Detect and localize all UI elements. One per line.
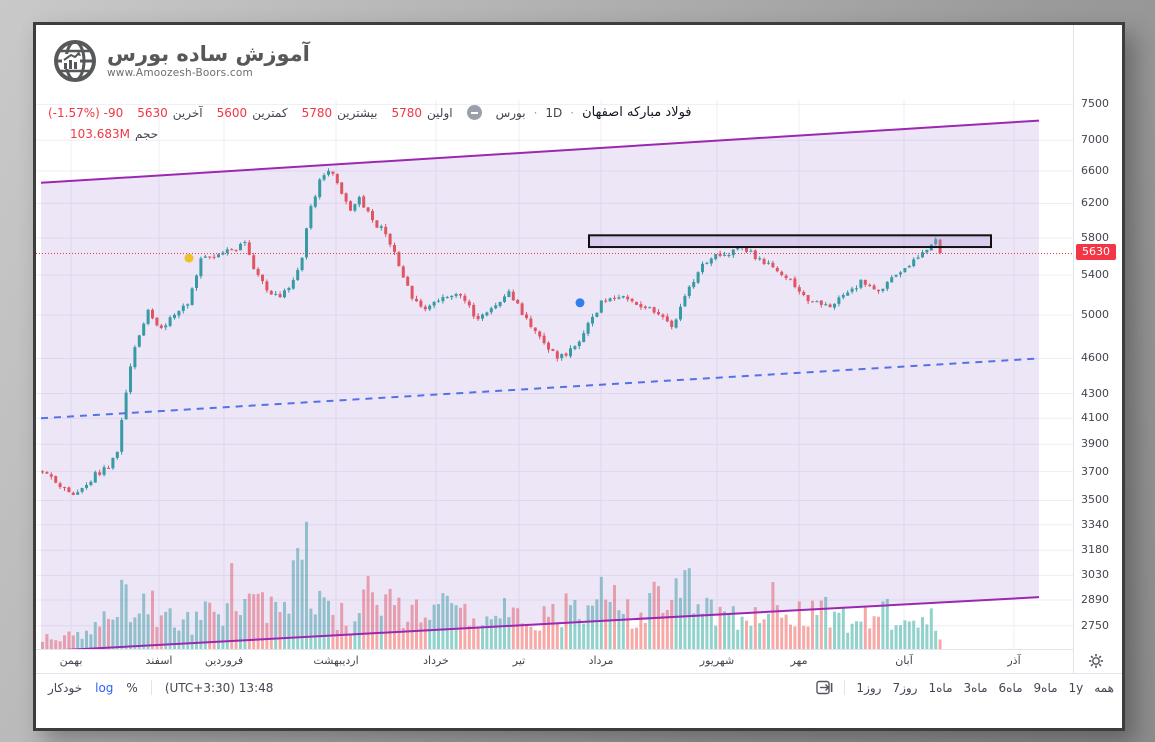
price-tick: 5400 <box>1081 268 1109 282</box>
log-scale-button[interactable]: log <box>95 680 114 695</box>
price-tick: 3340 <box>1081 517 1109 531</box>
low-label: کمترین <box>252 105 288 120</box>
month-label: خرداد <box>423 654 449 667</box>
bottom-toolbar: خودکار log % (UTC+3:30) 13:48 1روز 7روز 1م… <box>36 674 1122 701</box>
toolbar-divider <box>36 673 1122 674</box>
price-tick: 4100 <box>1081 411 1109 425</box>
open-label: اولین <box>427 105 453 120</box>
high-value: 5780 <box>301 105 333 120</box>
resistance-box[interactable] <box>588 234 992 249</box>
high-field: 5780 بیشترین <box>302 106 378 120</box>
price-tick: 5800 <box>1081 231 1109 244</box>
month-label: آبان <box>895 654 913 667</box>
percent-scale-button[interactable]: % <box>126 680 138 695</box>
last-label: آخرین <box>172 105 203 120</box>
low-field: 5600 کمترین <box>217 106 288 120</box>
low-value: 5600 <box>216 105 248 120</box>
range-button-6[interactable]: 9ماه <box>1033 680 1058 695</box>
last-field: 5630 آخرین <box>137 106 202 120</box>
go-to-date-icon[interactable] <box>816 680 833 695</box>
time-axis[interactable]: بهمن اسفند فروردین اردیبهشت خرداد تیر مرداد شهر… <box>36 650 1122 673</box>
range-button-4[interactable]: 3ماه <box>963 680 988 695</box>
clock: (UTC+3:30) 13:48 <box>164 680 274 695</box>
price-axis[interactable]: 7500 7000 6600 6200 5800 5400 5000 4600 4300 4100… <box>1073 25 1122 673</box>
price-tick: 3900 <box>1081 437 1109 451</box>
symbol-name[interactable]: فولاد مبارکه اصفهان <box>582 105 692 120</box>
month-label: مرداد <box>588 654 614 667</box>
yellow-dot[interactable] <box>184 253 194 263</box>
last-price-tag: 5630 <box>1076 244 1116 261</box>
range-button-5[interactable]: 6ماه <box>998 680 1023 695</box>
collapse-legend-icon[interactable] <box>466 105 482 120</box>
price-tick: 2890 <box>1081 593 1109 606</box>
candles-layer <box>41 168 942 496</box>
range-button-7[interactable]: 1y <box>1068 680 1084 695</box>
time-axis-divider <box>36 649 1073 650</box>
price-tick: 6600 <box>1081 163 1109 177</box>
logo-title: آموزش ساده بورس <box>107 41 310 66</box>
price-tick: 6200 <box>1081 196 1109 210</box>
month-label: تیر <box>512 654 526 667</box>
toolbar-separator <box>844 680 846 695</box>
candlestick-chart[interactable] <box>36 100 1073 649</box>
site-logo: آموزش ساده بورس www.Amoozesh-Boors.com <box>52 38 310 84</box>
month-label: اردیبهشت <box>313 654 359 667</box>
chart-window: آموزش ساده بورس www.Amoozesh-Boors.com (… <box>33 22 1125 731</box>
price-tick: 4600 <box>1081 351 1109 365</box>
price-tick: 4300 <box>1081 386 1109 400</box>
month-label: اسفند <box>145 654 173 667</box>
month-label: مهر <box>790 654 808 667</box>
chart-legend: (-1.57%) -90 5630 آخرین 5600 کمترین 5780… <box>48 105 692 120</box>
separator-dot: · <box>533 105 538 120</box>
exchange-label: بورس <box>495 105 526 120</box>
grid-layer <box>36 100 1073 649</box>
price-tick: 3180 <box>1081 543 1109 557</box>
timeframe-label[interactable]: 1D <box>545 105 563 120</box>
range-button-8[interactable]: همه <box>1094 680 1114 695</box>
month-label: شهریور <box>699 654 735 667</box>
month-label: فروردین <box>204 654 244 667</box>
range-button-1[interactable]: 1روز <box>856 680 882 695</box>
range-button-3[interactable]: 1ماه <box>928 680 953 695</box>
volume-value: 103.683M <box>70 127 130 141</box>
blue-dot[interactable] <box>575 298 585 308</box>
open-value: 5780 <box>391 105 423 120</box>
time-axis-settings-gear-icon[interactable] <box>1088 653 1104 669</box>
open-field: 5780 اولین <box>392 106 453 120</box>
globe-chart-icon <box>54 40 96 82</box>
price-tick: 3030 <box>1081 568 1109 582</box>
price-tick: 5000 <box>1081 308 1109 322</box>
month-label: بهمن <box>59 654 83 667</box>
price-tick: 2750 <box>1081 618 1109 632</box>
range-button-2[interactable]: 7روز <box>892 680 918 695</box>
price-tick: 7000 <box>1081 133 1109 147</box>
price-tick: 7500 <box>1081 97 1109 111</box>
toolbar-separator <box>150 680 152 695</box>
trend-channel[interactable] <box>40 119 1040 649</box>
separator-dot: · <box>570 105 575 120</box>
high-label: بیشترین <box>337 105 378 120</box>
price-tick: 3500 <box>1081 493 1109 507</box>
price-tick: 3700 <box>1081 464 1109 478</box>
last-value: 5630 <box>137 105 168 120</box>
volume-legend: 103.683M حجم <box>70 127 158 141</box>
trendline-dashed[interactable] <box>40 357 1040 420</box>
month-label: آذر <box>1007 654 1021 667</box>
volume-label: حجم <box>134 127 159 141</box>
change-value: (-1.57%) -90 <box>48 105 124 120</box>
logo-url: www.Amoozesh-Boors.com <box>107 67 253 80</box>
auto-scale-button[interactable]: خودکار <box>48 680 83 695</box>
